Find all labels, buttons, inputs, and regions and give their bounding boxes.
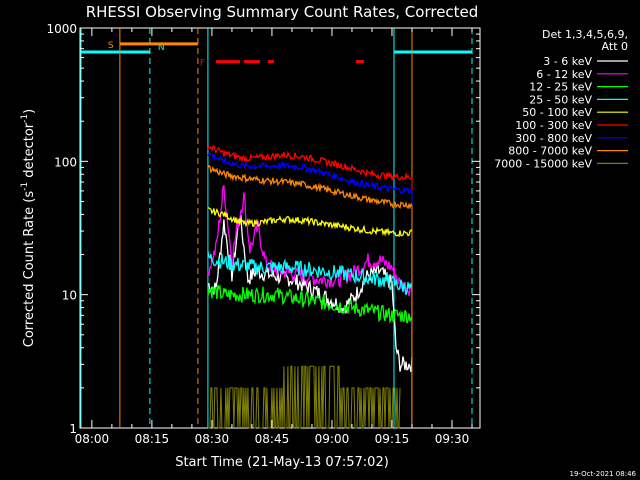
legend-label: 50 - 100 keV [522, 106, 592, 119]
series-line-3to6keV [207, 214, 413, 373]
legend-label: 25 - 50 keV [529, 93, 592, 106]
y-tick-label: 1000 [46, 22, 77, 36]
y-axis-label-sup2: -1 [20, 114, 30, 123]
x-axis-label: Start Time (21-May-13 07:57:02) [175, 455, 389, 470]
series-line-25to50keV [207, 250, 413, 296]
legend-label: 6 - 12 keV [536, 68, 592, 81]
series-line-7000to15000keV [207, 365, 401, 429]
series-layer [207, 144, 413, 429]
legend-header-1: Det 1,3,4,5,6,9, [542, 28, 628, 41]
x-tick-label: 08:00 [75, 432, 110, 446]
legend-label: 12 - 25 keV [529, 81, 592, 94]
x-tick-label: 09:15 [375, 432, 410, 446]
y-axis-label-main: Corrected Count Rate (s [22, 191, 37, 348]
y-tick-label: 10 [62, 289, 77, 303]
x-tick-label: 08:15 [135, 432, 170, 446]
y-axis-label-end: ) [22, 109, 37, 114]
x-tick-label: 08:45 [255, 432, 290, 446]
legend-label: 7000 - 15000 keV [494, 157, 592, 170]
y-axis-label-sup1: -1 [20, 182, 30, 191]
timestamp: 19-Oct-2021 08:46 [570, 470, 637, 478]
x-tick-label: 09:30 [435, 432, 470, 446]
series-line-300to800keV [207, 152, 413, 195]
series-line-50to100keV [207, 207, 413, 238]
plot-frame [79, 27, 481, 429]
night-flag-label: N [158, 43, 165, 53]
series-line-100to300keV [207, 144, 413, 181]
y-tick-label: 1 [69, 422, 77, 436]
y-axis-label: Corrected Count Rate (s-1 detector-1) [20, 109, 37, 347]
axes-layer: 08:00 08:15 08:30 08:45 09:00 09:15 09:30 1 10 10… [46, 22, 480, 446]
flag-layer: N S F [80, 28, 473, 428]
legend-header-2: Att 0 [602, 40, 628, 53]
flare-flag-label: F [200, 59, 205, 69]
series-line-12to25keV [207, 284, 413, 324]
chart-title: RHESSI Observing Summary Count Rates, Co… [86, 3, 479, 21]
y-axis-label-mid: detector [22, 122, 37, 182]
legend-label: 300 - 800 keV [515, 132, 592, 145]
legend-label: 800 - 7000 keV [508, 145, 592, 158]
series-line-800to7000keV [207, 164, 412, 210]
x-tick-label: 08:30 [195, 432, 230, 446]
x-tick-label: 09:00 [315, 432, 350, 446]
legend-label: 100 - 300 keV [515, 119, 592, 132]
saa-flag-label: S [108, 41, 114, 51]
y-tick-label: 100 [54, 155, 77, 169]
legend-label: 3 - 6 keV [543, 55, 592, 68]
